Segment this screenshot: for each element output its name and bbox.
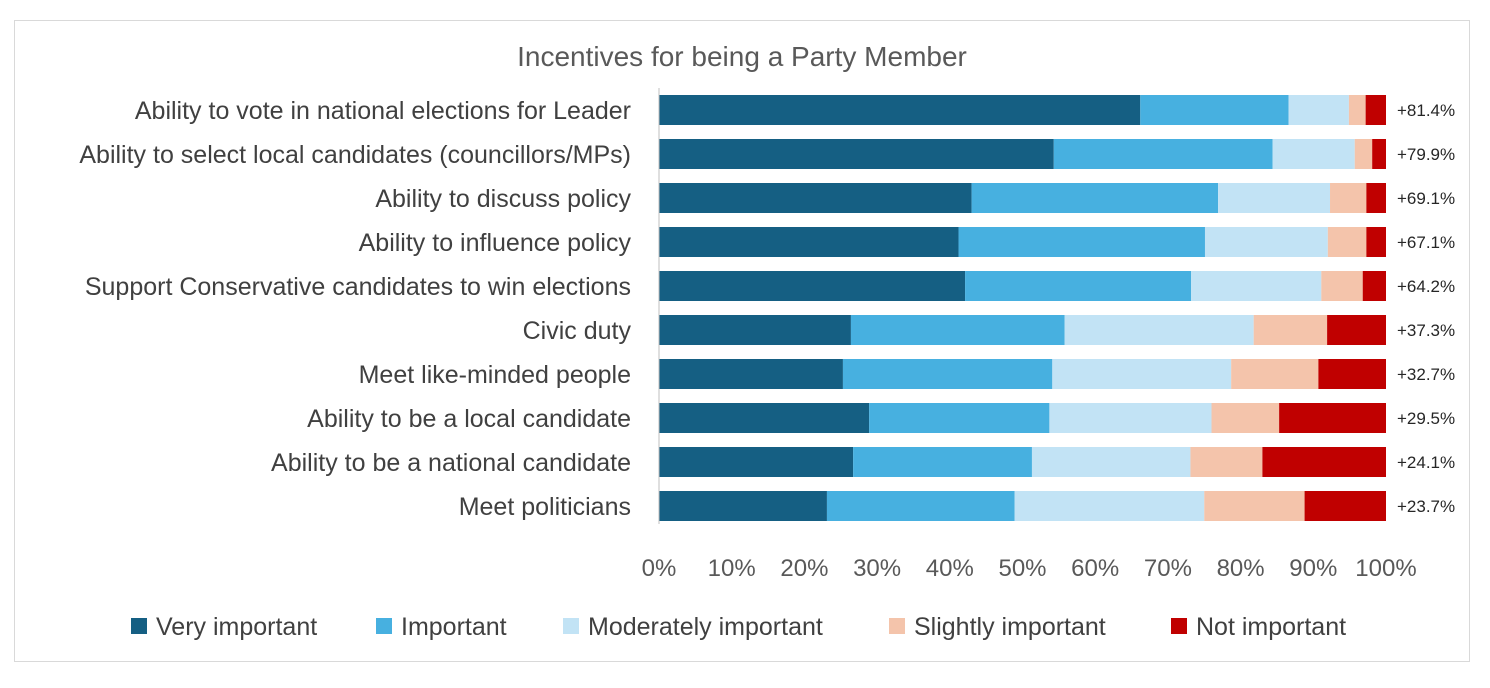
legend-swatch (131, 618, 147, 634)
x-tick-label: 0% (642, 555, 677, 582)
bar-segment-4-5 (1366, 227, 1386, 257)
category-label: Ability to be a local candidate (307, 405, 631, 433)
legend-swatch (376, 618, 392, 634)
bar-segment-7-3 (1052, 359, 1232, 389)
legend-label: Not important (1196, 613, 1346, 641)
bar-segment-1-2 (1140, 95, 1289, 125)
legend: Very important Important Moderately import… (131, 613, 1346, 641)
category-label: Meet politicians (459, 493, 631, 521)
x-tick-label: 50% (998, 555, 1046, 582)
net-label: +67.1% (1397, 233, 1455, 252)
x-tick-label: 90% (1289, 555, 1337, 582)
bar-segment-1-5 (1365, 95, 1386, 125)
bar-segment-6-2 (850, 315, 1065, 345)
legend-label: Very important (156, 613, 317, 641)
legend-label: Moderately important (588, 613, 823, 641)
bar-segment-9-1 (659, 447, 854, 477)
bar-segment-4-1 (659, 227, 959, 257)
bar-segment-3-1 (659, 183, 972, 213)
bar-segment-8-1 (659, 403, 870, 433)
net-label: +69.1% (1397, 189, 1455, 208)
x-tick-label: 80% (1217, 555, 1265, 582)
bar-segment-2-4 (1354, 139, 1373, 169)
x-tick-label: 20% (780, 555, 828, 582)
category-label: Ability to select local candidates (coun… (79, 141, 631, 169)
net-label: +24.1% (1397, 453, 1455, 472)
bar-segment-10-5 (1304, 491, 1386, 521)
bar-segment-3-2 (971, 183, 1219, 213)
bar-segment-4-3 (1204, 227, 1328, 257)
net-label: +23.7% (1397, 497, 1455, 516)
chart-title: Incentives for being a Party Member (517, 41, 967, 72)
bar-segment-3-5 (1366, 183, 1386, 213)
net-label: +81.4% (1397, 101, 1455, 120)
bar-segment-5-2 (965, 271, 1192, 301)
category-label: Ability to vote in national elections fo… (135, 97, 631, 125)
bar-segment-6-1 (659, 315, 851, 345)
category-label: Ability to influence policy (359, 229, 632, 257)
x-tick-label: 30% (853, 555, 901, 582)
bar-segment-10-3 (1014, 491, 1205, 521)
net-label: +29.5% (1397, 409, 1455, 428)
bar-segment-8-2 (869, 403, 1050, 433)
bar-segment-3-4 (1330, 183, 1367, 213)
bar-segment-1-1 (659, 95, 1141, 125)
category-label: Ability to be a national candidate (271, 449, 631, 477)
x-tick-label: 70% (1144, 555, 1192, 582)
bar-segment-7-2 (842, 359, 1053, 389)
legend-label: Slightly important (914, 613, 1106, 641)
x-tick-label: 60% (1071, 555, 1119, 582)
bar-segment-9-4 (1190, 447, 1263, 477)
bar-segment-8-3 (1049, 403, 1212, 433)
bar-segment-5-3 (1191, 271, 1322, 301)
net-labels: +81.4% +79.9% +69.1% +67.1% +64.2% +37.3% +32.… (1397, 101, 1455, 516)
bar-segment-5-5 (1362, 271, 1386, 301)
bar-segment-9-3 (1031, 447, 1191, 477)
legend-label: Important (401, 613, 507, 641)
net-label: +32.7% (1397, 365, 1455, 384)
category-label: Ability to discuss policy (375, 185, 631, 213)
x-tick-label: 100% (1355, 555, 1416, 582)
category-label: Civic duty (523, 317, 632, 345)
bar-segment-9-5 (1262, 447, 1386, 477)
net-label: +79.9% (1397, 145, 1455, 164)
category-label: Meet like-minded people (359, 361, 631, 389)
bar-segment-8-5 (1279, 403, 1386, 433)
bar-segment-4-2 (958, 227, 1205, 257)
bar-segment-10-4 (1204, 491, 1305, 521)
category-label: Support Conservative candidates to win e… (85, 273, 631, 301)
legend-swatch (563, 618, 579, 634)
bar-segment-10-1 (659, 491, 827, 521)
bar-segment-5-4 (1321, 271, 1363, 301)
bar-segment-2-5 (1372, 139, 1386, 169)
bar-segment-1-4 (1348, 95, 1366, 125)
bar-segment-5-1 (659, 271, 966, 301)
x-tick-labels: 0% 10% 20% 30% 40% 50% 60% 70% 80% 90% 100% (642, 555, 1417, 582)
net-label: +37.3% (1397, 321, 1455, 340)
bar-segment-6-4 (1253, 315, 1328, 345)
bar-segment-7-5 (1318, 359, 1386, 389)
bar-segment-2-2 (1053, 139, 1273, 169)
bar-segment-6-3 (1064, 315, 1254, 345)
bars-group (659, 95, 1386, 521)
bar-segment-4-4 (1327, 227, 1367, 257)
bar-segment-7-1 (659, 359, 843, 389)
bar-segment-6-5 (1327, 315, 1386, 345)
bar-segment-2-1 (659, 139, 1054, 169)
bar-segment-9-2 (853, 447, 1032, 477)
bar-segment-7-4 (1231, 359, 1319, 389)
x-tick-label: 10% (708, 555, 756, 582)
net-label: +64.2% (1397, 277, 1455, 296)
category-labels: Ability to vote in national elections fo… (79, 97, 631, 521)
bar-segment-1-3 (1288, 95, 1349, 125)
legend-swatch (889, 618, 905, 634)
bar-segment-8-4 (1211, 403, 1280, 433)
bar-segment-3-3 (1218, 183, 1331, 213)
bar-segment-2-3 (1272, 139, 1355, 169)
bar-segment-10-2 (826, 491, 1015, 521)
x-tick-label: 40% (926, 555, 974, 582)
legend-swatch (1171, 618, 1187, 634)
